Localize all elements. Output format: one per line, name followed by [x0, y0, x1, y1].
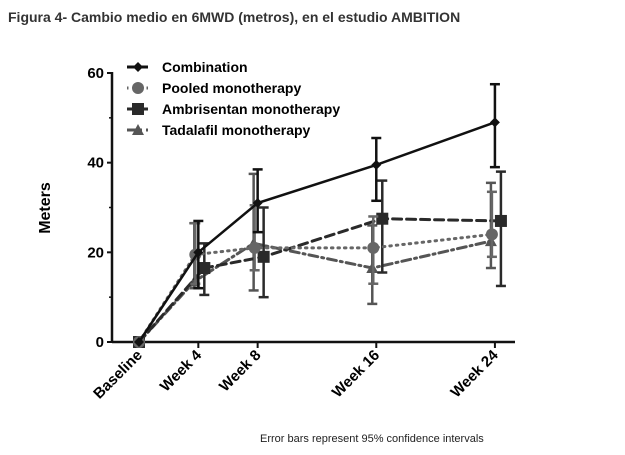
series-tadalafil-monotherapy [133, 172, 497, 347]
y-tick-label: 40 [87, 155, 104, 172]
x-tick-label: Baseline [90, 347, 146, 403]
legend-marker [132, 82, 144, 94]
data-point [198, 262, 211, 275]
legend-label: Pooled monotherapy [162, 80, 301, 96]
x-tick-label: Week 16 [329, 347, 383, 401]
y-tick-label: 20 [87, 244, 104, 261]
legend-marker [132, 124, 144, 135]
data-point [489, 117, 500, 128]
data-point [376, 212, 389, 225]
legend-label: Tadalafil monotherapy [162, 122, 311, 138]
data-point [367, 241, 380, 254]
x-tick-label: Week 8 [216, 347, 264, 395]
data-point [485, 228, 498, 241]
data-point [193, 247, 204, 258]
series-line [137, 121, 497, 344]
data-point [248, 241, 261, 254]
data-point [494, 214, 507, 227]
data-point [371, 159, 382, 170]
y-tick-label: 60 [87, 65, 104, 82]
x-tick-label: Week 24 [447, 346, 502, 401]
data-point [134, 337, 144, 347]
legend-marker [133, 62, 143, 72]
figure-title: Figura 4- Cambio medio en 6MWD (metros),… [8, 9, 461, 25]
series-ambrisentan-monotherapy [133, 170, 507, 348]
data-point [257, 250, 270, 263]
series-combination [134, 82, 500, 347]
data-point [252, 198, 263, 209]
legend-label: Combination [162, 59, 248, 75]
legend-marker [132, 103, 144, 115]
y-axis-label: Meters [37, 182, 54, 234]
x-tick-label: Week 4 [157, 346, 206, 395]
y-tick-label: 0 [96, 334, 104, 351]
error-bar-note: Error bars represent 95% confidence inte… [260, 433, 484, 445]
legend-label: Ambrisentan monotherapy [162, 101, 340, 117]
